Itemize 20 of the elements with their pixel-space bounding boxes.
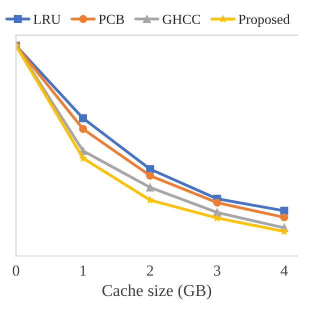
point [146,196,154,204]
point [280,213,288,222]
x-tick-label: 0 [12,265,20,276]
x-tick-label: 4 [280,266,288,276]
point [146,183,154,192]
legend-label: LRU [34,14,61,24]
point [79,154,87,162]
legend-label: Proposed [238,14,290,27]
x-tick-label: 3 [214,266,220,276]
point [280,206,288,215]
x-tick-label: 2 [146,266,154,276]
point [146,172,154,180]
legend-label: GHCC [162,14,200,24]
point [79,114,88,122]
point [146,165,154,174]
legend-label: PCB [98,14,124,24]
x-axis-title: Cache size (GB) [102,284,212,300]
x-tick-label: 1 [80,266,86,276]
point [79,124,88,133]
point [213,198,222,207]
